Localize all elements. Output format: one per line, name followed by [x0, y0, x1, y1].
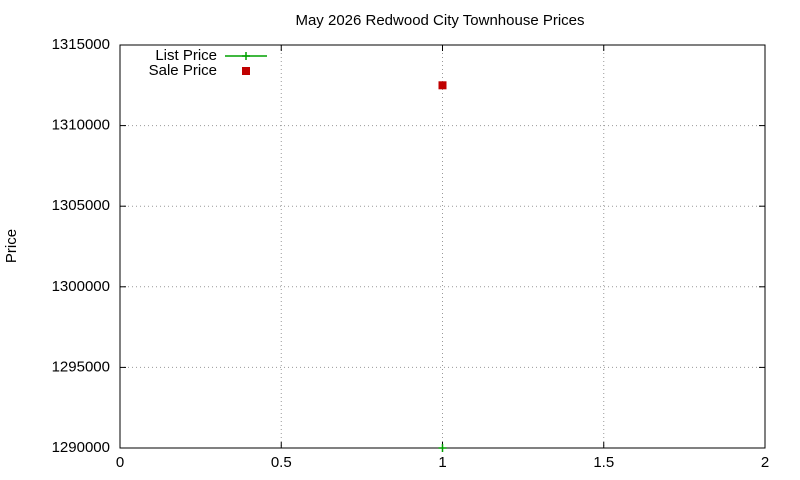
x-tick-label: 1	[438, 454, 446, 471]
y-tick-label: 1295000	[52, 358, 110, 375]
y-tick-label: 1305000	[52, 197, 110, 214]
y-tick-label: 1290000	[52, 439, 110, 456]
point	[438, 444, 447, 452]
legend-label: Sale Price	[149, 62, 217, 79]
legend-label: List Price	[155, 47, 217, 64]
x-tick-label: 1.5	[593, 454, 614, 471]
y-axis-label: Price	[3, 229, 20, 263]
y-tick-label: 1300000	[52, 278, 110, 295]
x-tick-label: 0	[116, 454, 124, 471]
chart-title: May 2026 Redwood City Townhouse Prices	[295, 12, 584, 29]
legend-marker	[242, 67, 250, 75]
x-tick-label: 2	[761, 454, 769, 471]
y-tick-label: 1315000	[52, 36, 110, 53]
y-tick-label: 1310000	[52, 117, 110, 134]
x-tick-label: 0.5	[271, 454, 292, 471]
legend-marker	[242, 52, 250, 60]
point	[438, 81, 447, 90]
